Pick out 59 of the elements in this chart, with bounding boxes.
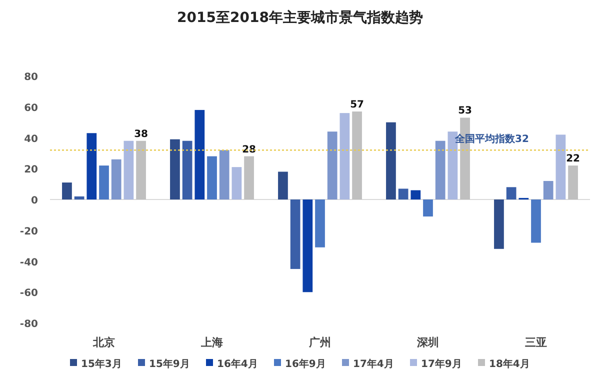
legend-label: 18年4月 [489, 358, 530, 370]
x-tick-label: 上海 [200, 336, 223, 349]
bar [494, 200, 504, 249]
data-label: 53 [458, 106, 472, 117]
bar [278, 172, 288, 200]
bar [568, 166, 578, 200]
legend-label: 16年9月 [285, 358, 326, 370]
y-tick-label: 0 [31, 196, 38, 206]
bar [290, 200, 300, 269]
x-tick-label: 广州 [308, 336, 331, 349]
bar [398, 188, 408, 200]
bar [556, 134, 566, 200]
bar [340, 113, 350, 200]
y-tick-label: -60 [20, 288, 38, 300]
bar [219, 150, 230, 200]
bar [302, 200, 313, 292]
bar [531, 200, 541, 243]
data-label: 22 [566, 154, 580, 165]
y-tick-label: -80 [20, 319, 38, 330]
bar [327, 132, 338, 200]
y-tick-label: -20 [20, 226, 38, 238]
bar [410, 190, 421, 200]
legend-label: 16年4月 [217, 358, 258, 370]
ref-line-label: 全国平均指数32 [454, 133, 529, 146]
bar [386, 122, 396, 200]
bar [352, 112, 362, 200]
bar [182, 140, 192, 200]
bar [62, 182, 72, 200]
y-tick-label: 60 [24, 102, 38, 114]
legend-label: 17年9月 [421, 358, 462, 370]
y-tick-label: -40 [20, 257, 38, 268]
bar [124, 140, 134, 200]
bar [244, 156, 254, 200]
bar [136, 140, 146, 200]
y-tick-label: 20 [24, 164, 38, 176]
data-label: 38 [134, 128, 148, 140]
data-label: 57 [350, 100, 364, 111]
bar [543, 180, 554, 200]
chart-title: 2015至2018年主要城市景气指数趋势 [177, 9, 423, 26]
x-tick-label: 北京 [92, 336, 115, 349]
bar [506, 187, 516, 200]
bar [111, 159, 122, 200]
x-tick-label: 三亚 [525, 336, 547, 349]
bar [232, 167, 242, 200]
y-tick-label: 40 [24, 134, 38, 145]
legend-label: 15年9月 [149, 358, 190, 370]
bar [315, 200, 325, 248]
bar [74, 196, 84, 200]
y-tick-label: 80 [24, 72, 38, 83]
bar [207, 156, 217, 200]
x-tick-label: 深圳 [416, 336, 439, 349]
bar [435, 140, 446, 200]
bar [194, 110, 205, 200]
bar [86, 133, 97, 200]
legend-label: 15年3月 [81, 358, 122, 370]
bar [170, 139, 180, 200]
bar [423, 200, 433, 216]
bar [99, 166, 109, 200]
legend-label: 17年4月 [353, 358, 394, 370]
